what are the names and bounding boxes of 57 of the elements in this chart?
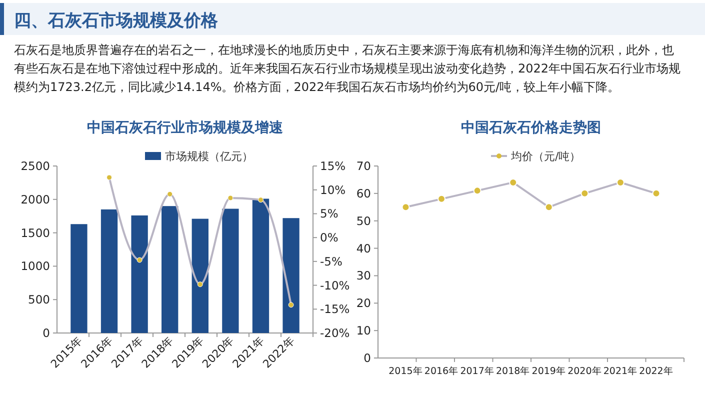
bar — [70, 224, 88, 333]
bar — [222, 208, 239, 333]
bar — [131, 215, 148, 333]
legend-label: 均价（元/吨） — [510, 150, 581, 163]
x-tick-label: 2019年 — [532, 365, 566, 377]
x-tick-label: 2018年 — [496, 365, 530, 377]
point — [580, 189, 589, 198]
y2-tick-label: 5% — [320, 206, 338, 221]
y-tick-label: 70 — [356, 159, 371, 173]
y2-tick-label: -20% — [320, 326, 350, 340]
point — [473, 186, 482, 195]
text: 石灰石是地质界普遍存在的岩石之一，在地球漫长的地质历史中，石灰石主要来源于海底有机物和海洋生物的沉积，此外，也有些石灰石是在地下溶蚀过程中形成的。近年来我国石灰石行业市场规模呈现出波动变化趋势，2022年中国石灰石行业市场规模约为1723.2亿元，同比减少14.14%。价格方面，2022年我国石灰石市场均价约为60元/吨，较上年小幅下降。 — [14, 43, 681, 94]
point — [288, 302, 294, 308]
y-tick-label: 40 — [356, 241, 371, 256]
legend-label: 市场规模（亿元） — [165, 150, 253, 163]
y-tick-label: 30 — [356, 268, 371, 283]
point — [106, 174, 112, 180]
x-tick-label: 2020年 — [568, 365, 602, 377]
text: 四、石灰石市场规模及价格 — [14, 11, 219, 31]
bar — [192, 218, 208, 333]
x-tick-label: 2016年 — [424, 365, 459, 377]
x-tick-label: 2022年 — [639, 365, 674, 377]
y-tick-label: 2000 — [20, 192, 50, 206]
point — [652, 189, 660, 198]
y-tick-label: 0 — [42, 326, 50, 340]
point — [197, 282, 203, 288]
point — [402, 203, 410, 212]
point — [258, 197, 264, 203]
y-tick-label: 1500 — [20, 226, 50, 240]
y-tick-label: 20 — [356, 296, 371, 310]
x-tick-label: 2017年 — [460, 365, 494, 377]
bar — [252, 198, 270, 333]
y-tick-label: 500 — [28, 292, 50, 307]
y2-tick-label: 10% — [320, 182, 346, 197]
x-tick-label: 2021年 — [603, 365, 638, 377]
y-tick-label: 2500 — [20, 159, 50, 173]
x-tick-label: 2015年 — [388, 365, 423, 377]
point — [136, 257, 142, 263]
y-tick-label: 0 — [364, 351, 371, 365]
bar — [100, 209, 118, 333]
bar — [282, 218, 300, 333]
y2-tick-label: -15% — [320, 302, 350, 316]
y2-tick-label: 15% — [320, 159, 346, 173]
bar — [162, 206, 178, 333]
y-tick-label: 10 — [356, 324, 371, 338]
point — [438, 194, 446, 203]
chart-title: 中国石灰石价格走势图 — [461, 120, 601, 136]
y-tick-label: 50 — [356, 214, 371, 228]
y-tick-label: 60 — [356, 186, 371, 200]
y-tick-label: 1000 — [20, 259, 50, 274]
point — [167, 191, 173, 197]
y2-tick-label: -5% — [320, 254, 342, 268]
point — [228, 195, 234, 201]
y2-tick-label: -10% — [320, 278, 350, 292]
point — [544, 203, 553, 212]
y2-tick-label: 0% — [320, 230, 338, 245]
chart-title: 中国石灰石行业市场规模及增速 — [87, 119, 284, 136]
